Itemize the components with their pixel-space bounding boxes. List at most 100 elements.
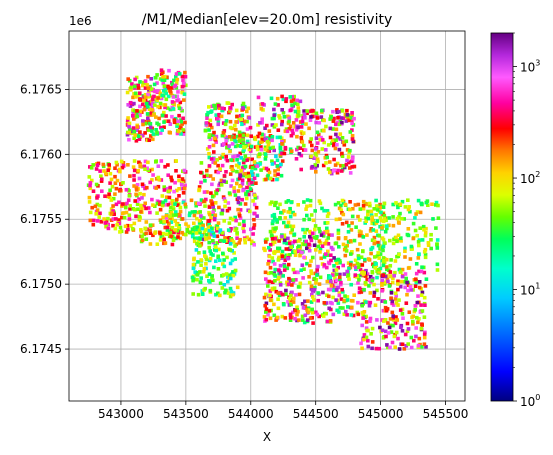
data-point (106, 226, 111, 231)
data-point (373, 255, 377, 259)
data-point (280, 254, 285, 258)
data-point (93, 204, 98, 209)
data-point (180, 186, 184, 191)
data-point (337, 147, 342, 152)
data-point (209, 110, 213, 114)
data-point (316, 159, 320, 164)
data-point (310, 293, 314, 297)
data-point (342, 312, 347, 316)
data-point (315, 312, 319, 317)
data-point (418, 226, 422, 230)
data-point (178, 236, 183, 241)
data-point (181, 179, 186, 183)
data-point (272, 286, 277, 290)
data-point (233, 193, 238, 197)
data-point (376, 297, 380, 301)
data-point (128, 127, 132, 132)
data-point (142, 192, 146, 197)
data-point (287, 296, 292, 301)
data-point (146, 128, 151, 132)
data-point (385, 267, 389, 272)
data-point (383, 229, 388, 234)
data-point (288, 206, 292, 211)
data-point (431, 217, 435, 221)
data-point (219, 183, 224, 187)
data-point (190, 234, 195, 239)
data-point (199, 180, 203, 185)
data-point (178, 209, 183, 214)
data-point (348, 148, 352, 153)
data-point (336, 257, 341, 262)
data-point (356, 254, 361, 258)
data-point (365, 277, 369, 282)
data-point (172, 230, 176, 235)
data-point (362, 288, 366, 292)
data-point (91, 218, 96, 223)
data-point (358, 262, 362, 267)
data-point (124, 188, 129, 192)
data-point (331, 295, 335, 300)
data-point (90, 205, 94, 210)
data-point (398, 202, 403, 207)
data-point (254, 181, 258, 185)
data-point (218, 258, 222, 263)
data-point (241, 166, 245, 170)
data-point (247, 143, 252, 148)
data-point (308, 263, 312, 268)
data-point (224, 180, 228, 184)
data-point (415, 233, 419, 238)
data-point (133, 91, 138, 96)
data-point (294, 128, 299, 132)
data-point (98, 169, 102, 173)
data-point (140, 234, 144, 239)
data-point (192, 257, 196, 262)
data-point (320, 206, 324, 211)
data-point (203, 254, 207, 258)
data-point (223, 122, 228, 127)
data-point (336, 236, 341, 241)
data-point (111, 217, 116, 221)
data-point (383, 300, 388, 304)
data-point (391, 323, 395, 328)
data-point (356, 265, 361, 269)
data-point (289, 230, 293, 235)
data-point (414, 277, 418, 281)
data-point (346, 274, 350, 278)
data-point (220, 163, 225, 168)
data-point (330, 139, 335, 143)
data-point (278, 263, 283, 268)
data-point (255, 144, 260, 149)
data-point (175, 203, 180, 207)
data-point (403, 246, 407, 251)
data-point (423, 233, 428, 238)
data-point (164, 114, 168, 118)
data-point (159, 125, 163, 130)
data-point (142, 164, 147, 169)
data-point (207, 151, 211, 156)
data-point (267, 254, 272, 259)
data-point (203, 204, 207, 208)
data-point (284, 292, 288, 296)
colorbar (490, 32, 514, 402)
data-point (228, 239, 232, 244)
data-point (403, 255, 407, 259)
data-point (161, 202, 165, 207)
data-point (276, 306, 281, 311)
data-point (308, 139, 313, 144)
data-point (435, 268, 440, 272)
data-point (216, 221, 221, 225)
data-point (262, 295, 267, 300)
data-point (324, 252, 328, 256)
data-point (289, 108, 293, 113)
data-point (276, 172, 280, 177)
data-point (332, 288, 336, 293)
data-point (329, 253, 333, 257)
data-point (224, 272, 229, 276)
data-point (277, 293, 282, 298)
data-point (352, 263, 357, 268)
data-point (149, 77, 153, 81)
data-point (381, 261, 386, 266)
data-point (201, 270, 206, 274)
data-point (334, 268, 339, 272)
